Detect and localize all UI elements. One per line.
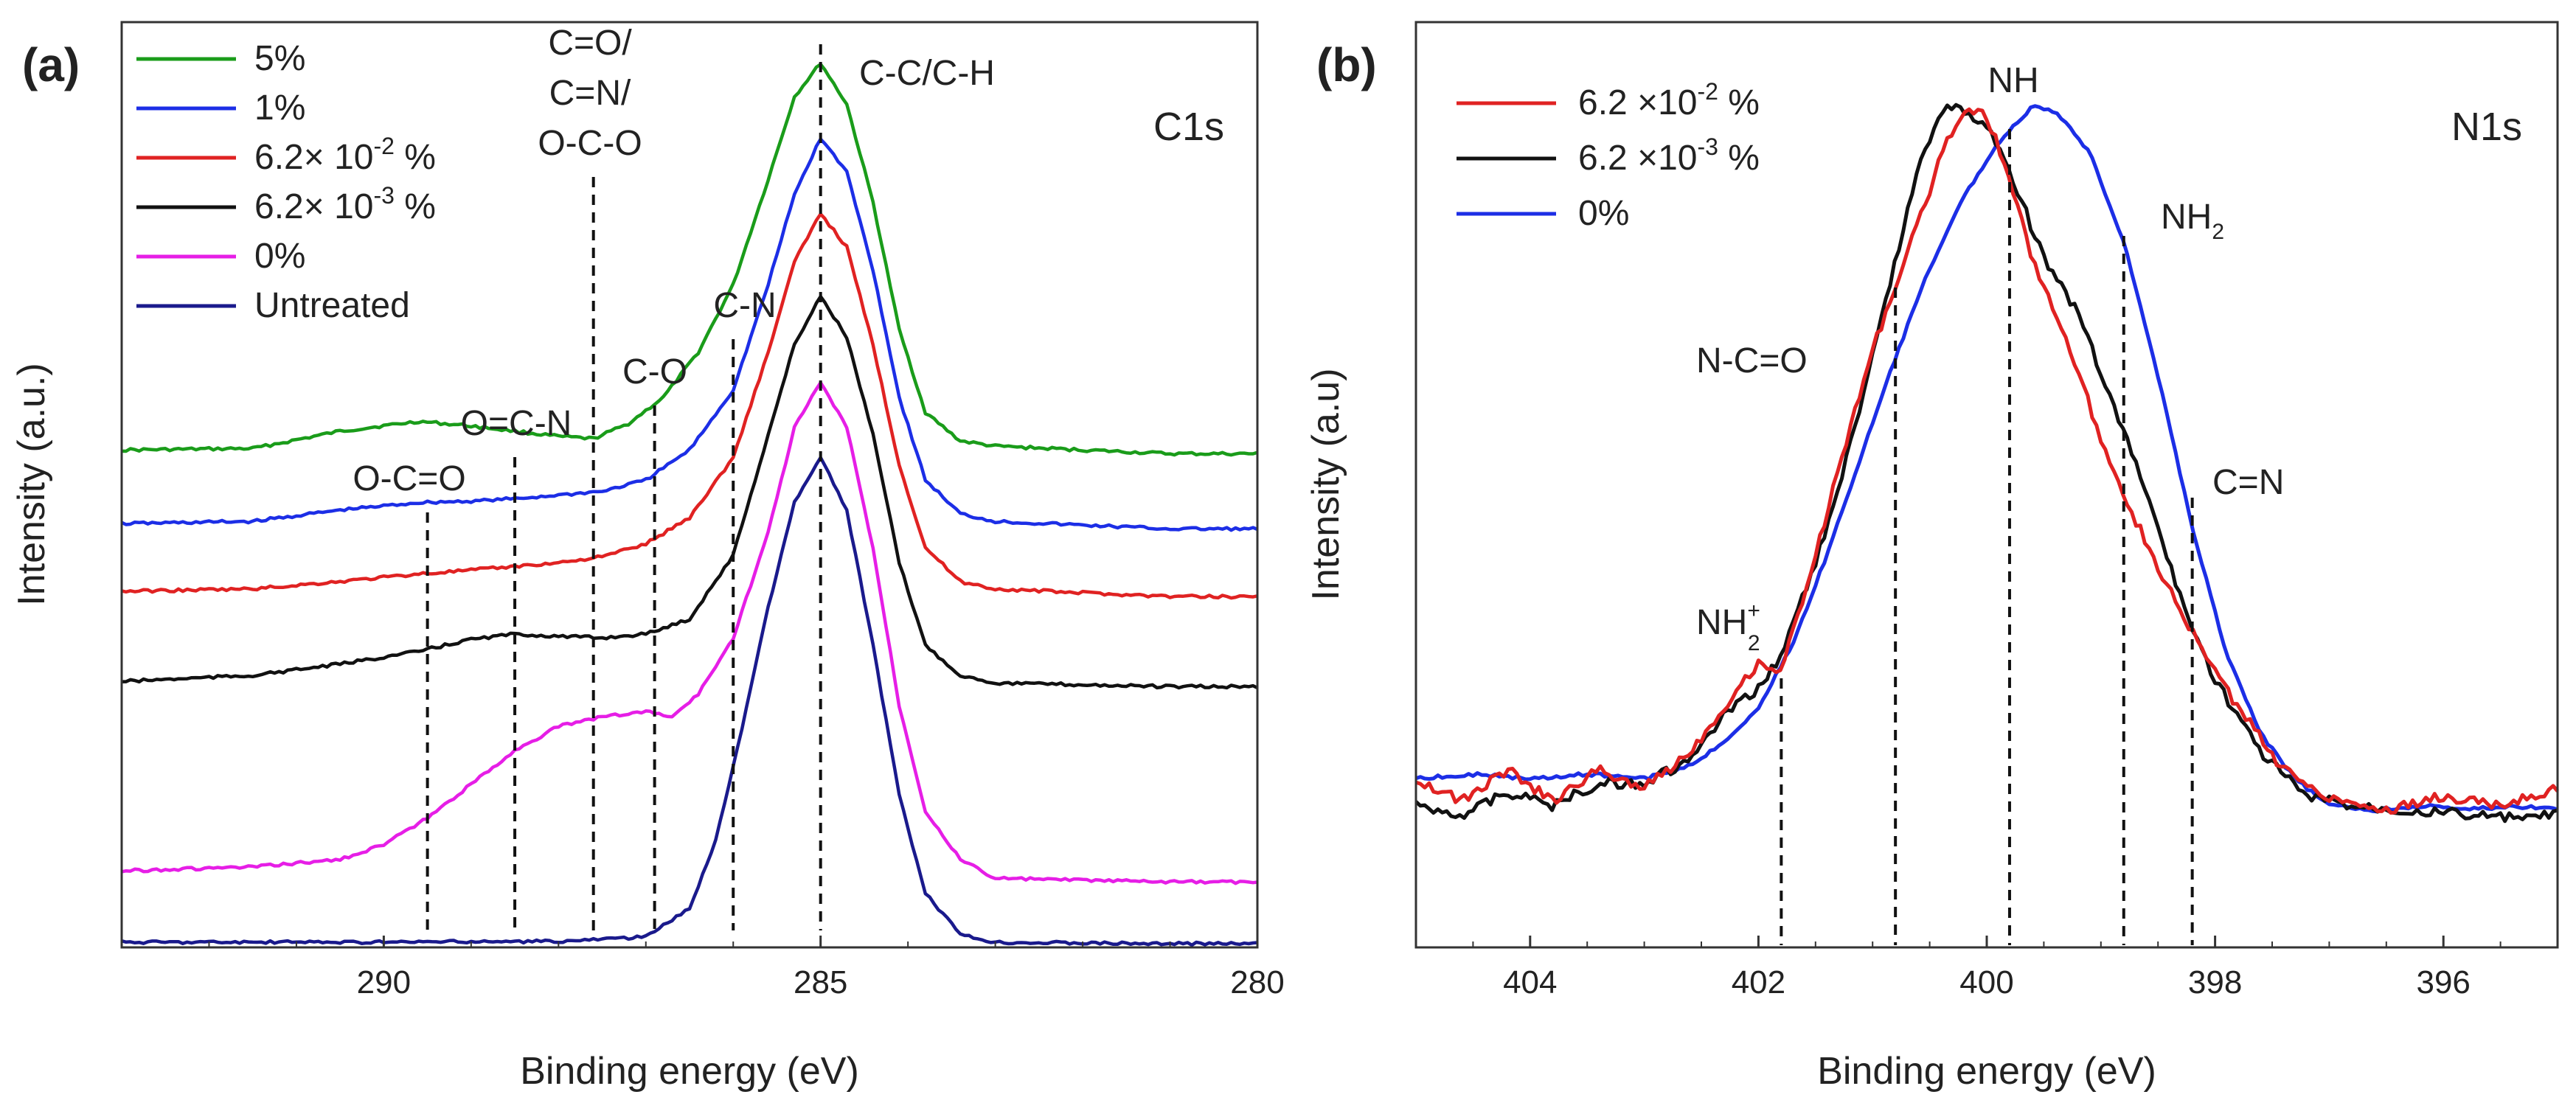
panel-a-ref-label-c-o-c-n-o-c-o: C=O/ [548, 24, 632, 63]
panel-b-x-tick-label: 402 [1732, 964, 1785, 1000]
panel-b-ref-label-c-n: C=N [2212, 463, 2284, 502]
panel-b-core-level: N1s [2451, 105, 2522, 149]
panel-a-series-0 [121, 380, 1258, 885]
panel-a-ref-label-c-o-c-n-o-c-o: O-C-O [538, 124, 642, 163]
panel-b-x-title: Binding energy (eV) [1817, 1050, 2156, 1093]
panel-b-x-tick-label: 398 [2188, 964, 2242, 1000]
panel-a-legend-label-part: -3 [373, 182, 394, 209]
panel-a-series-6-2-10-3 [122, 294, 1258, 690]
panel-a-legend-label-part: 0% [254, 237, 305, 276]
panel-b-series-0 [1415, 104, 2558, 814]
panel-a-legend: 5%1%6.2× 10-2 %6.2× 10-3 %0%Untreated [136, 39, 436, 325]
panel-a-ref-label-c-o: C-O [622, 352, 687, 391]
panel-a-legend-label-5: 5% [254, 39, 305, 78]
panel-a-legend-label-part: -2 [373, 133, 394, 159]
panel-a-ref-label-c-n: C-N [713, 286, 776, 325]
panel-b: (b) 404 402 400 398 396 Binding energy (eV) … [1305, 21, 2559, 1093]
panel-a-x-tick-label: 290 [357, 964, 411, 1000]
panel-a-legend-label-untreated: Untreated [254, 286, 410, 325]
panel-a-annotations: O-C=O O=C-N C=O/C=N/O-C-O C-O C-N C-C/C-H [353, 24, 995, 930]
panel-b-legend-label-part: -2 [1697, 78, 1718, 105]
panel-a-plot [121, 62, 1258, 947]
panel-a-legend-label-part: % [395, 138, 436, 177]
panel-b-ref-label-part: + [1747, 599, 1760, 623]
panel-b-ref-label-nh2: NH+ 2 [1696, 599, 1760, 655]
panel-b-legend-label-6-2-10-2: 6.2 ×10-2 % [1578, 78, 1760, 122]
panel-b-ref-label-nh: NH [1987, 61, 2038, 100]
panel-b-legend-label-part: % [1718, 83, 1760, 122]
panel-b-ref-label-nh2: NH2 [2161, 198, 2224, 244]
panel-a-x-title: Binding energy (eV) [520, 1050, 859, 1093]
panel-a-legend-label-part: Untreated [254, 286, 410, 325]
panel-b-legend-label-0: 0% [1578, 194, 1629, 233]
panel-b-ref-label-part: 2 [1748, 631, 1760, 655]
panel-a-x-tick-label: 285 [794, 964, 847, 1000]
panel-a-ref-label-c-o-c-n-o-c-o: C=N/ [549, 74, 631, 113]
panel-a-legend-label-part: 6.2× 10 [254, 187, 373, 226]
panel-b-legend-label-part: 6.2 ×10 [1578, 139, 1697, 178]
panel-a-ref-label-o-c-o: O-C=O [353, 459, 465, 498]
panel-a-legend-label-part: 5% [254, 39, 305, 78]
panel-a-core-level: C1s [1153, 105, 1224, 149]
panel-a-legend-label-0: 0% [254, 237, 305, 276]
panel-a-series-5 [121, 62, 1258, 457]
panel-b-legend-label-part: 6.2 ×10 [1578, 83, 1697, 122]
panel-a-legend-label-6-2-10-2: 6.2× 10-2 % [254, 133, 436, 177]
panel-a-legend-label-part: 1% [254, 88, 305, 128]
panel-a-series-6-2-10-2 [121, 212, 1258, 600]
panel-a-y-title: Intensity (a.u.) [10, 363, 53, 605]
panel-b-series-6-2-10-2 [1415, 107, 2559, 815]
panel-a-legend-label-1: 1% [254, 88, 305, 128]
panel-a: (a) 290 285 280 Binding energy (eV) Intens… [10, 21, 1285, 1093]
panel-b-ref-label-part: NH [2161, 198, 2212, 237]
panel-b-label: (b) [1316, 38, 1377, 91]
panel-b-plot [1414, 102, 2559, 824]
panel-a-legend-label-part: % [395, 187, 436, 226]
panel-a-frame [120, 21, 1259, 949]
panel-a-ref-label-c-c-c-h: C-C/C-H [859, 54, 995, 93]
panel-b-x-ticks: 404 402 400 398 396 [1415, 936, 2558, 1000]
panel-b-legend-label-part: % [1718, 139, 1760, 178]
panel-a-series-untreated [121, 456, 1258, 947]
panel-b-ref-label-part: 2 [2212, 220, 2224, 244]
panel-a-legend-label-6-2-10-3: 6.2× 10-3 % [254, 182, 436, 226]
panel-b-x-tick-label: 400 [1959, 964, 2013, 1000]
panel-b-x-tick-label: 404 [1503, 964, 1557, 1000]
panel-b-ref-label-n-c-o: N-C=O [1696, 341, 1808, 380]
panel-a-label: (a) [22, 38, 80, 91]
panel-a-legend-label-part: 6.2× 10 [254, 138, 373, 177]
panel-b-legend-label-part: 0% [1578, 194, 1629, 233]
panel-b-ref-label-part: NH [1696, 603, 1747, 642]
panel-b-y-title: Intensity (a.u) [1305, 368, 1347, 600]
panel-a-series-1 [121, 137, 1258, 532]
panel-a-ref-label-o-c-n: O=C-N [461, 404, 572, 443]
panel-b-x-tick-label: 396 [2416, 964, 2470, 1000]
panel-a-x-ticks: 290 285 280 [121, 936, 1285, 1000]
panel-b-legend-label-6-2-10-3: 6.2 ×10-3 % [1578, 133, 1760, 178]
panel-b-legend: 6.2 ×10-2 %6.2 ×10-3 %0% [1457, 78, 1760, 233]
panel-b-legend-label-part: -3 [1697, 133, 1718, 160]
panel-a-x-tick-label: 280 [1230, 964, 1284, 1000]
